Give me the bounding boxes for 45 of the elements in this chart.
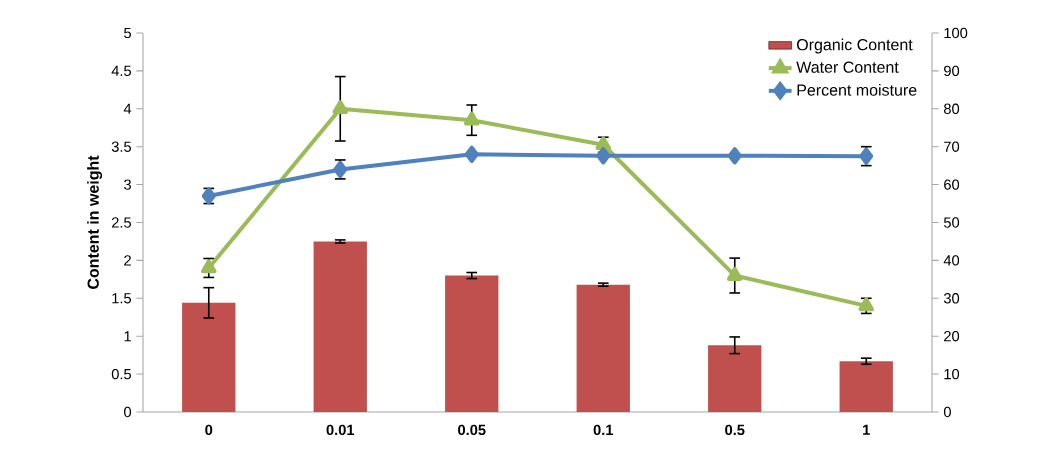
y2-tick-label: 0 xyxy=(943,406,951,418)
y-tick-label: 0 xyxy=(124,406,132,418)
y-tick-label: 2.5 xyxy=(111,217,132,228)
legend-label: Water Content xyxy=(796,61,899,73)
legend-label: Organic Content xyxy=(796,38,913,54)
y2-tick-label: 10 xyxy=(944,368,960,380)
y2-tick-label: 70 xyxy=(944,141,960,152)
point xyxy=(596,147,611,165)
point xyxy=(726,266,743,281)
y-tick-label: 3.5 xyxy=(111,141,132,152)
bar xyxy=(839,361,893,412)
y2-tick-label: 30 xyxy=(943,293,960,304)
y-tick-label: 2 xyxy=(124,255,131,266)
point xyxy=(332,100,349,115)
y2-tick-label: 100 xyxy=(944,27,968,39)
y-tick-label: 3 xyxy=(124,179,131,190)
y2-tick-label: 80 xyxy=(944,103,960,114)
x-tick-label: 0.5 xyxy=(725,424,745,436)
bar xyxy=(182,302,236,412)
y-tick-label: 4.5 xyxy=(111,65,132,77)
bar xyxy=(708,345,762,412)
y2-tick-label: 40 xyxy=(943,255,960,266)
x-tick-label: 0.1 xyxy=(593,424,614,436)
y2-tick-label: 60 xyxy=(944,179,960,190)
point xyxy=(200,259,217,274)
y2-tick-label: 50 xyxy=(943,217,960,228)
x-tick-label: 0 xyxy=(205,424,213,436)
y2-tick-label: 90 xyxy=(944,65,960,77)
bar xyxy=(445,275,499,412)
bar xyxy=(576,284,630,412)
x-tick-label: 0.01 xyxy=(326,424,355,436)
y-tick-label: 5 xyxy=(124,27,132,39)
x-tick-label: 1 xyxy=(863,424,870,435)
y-tick-label: 1 xyxy=(124,331,131,342)
bar xyxy=(313,241,367,412)
y-tick-label: 4 xyxy=(123,103,132,114)
point xyxy=(727,147,742,165)
point xyxy=(464,145,479,163)
y-axis-title: Content in weight xyxy=(87,155,103,289)
legend-label: Percent moisture xyxy=(797,84,917,96)
point xyxy=(463,111,480,126)
y2-tick-label: 20 xyxy=(944,331,960,342)
y-tick-label: 1.5 xyxy=(112,293,132,304)
x-tick-label: 0.05 xyxy=(458,424,486,436)
y-tick-label: 0.5 xyxy=(111,368,132,380)
